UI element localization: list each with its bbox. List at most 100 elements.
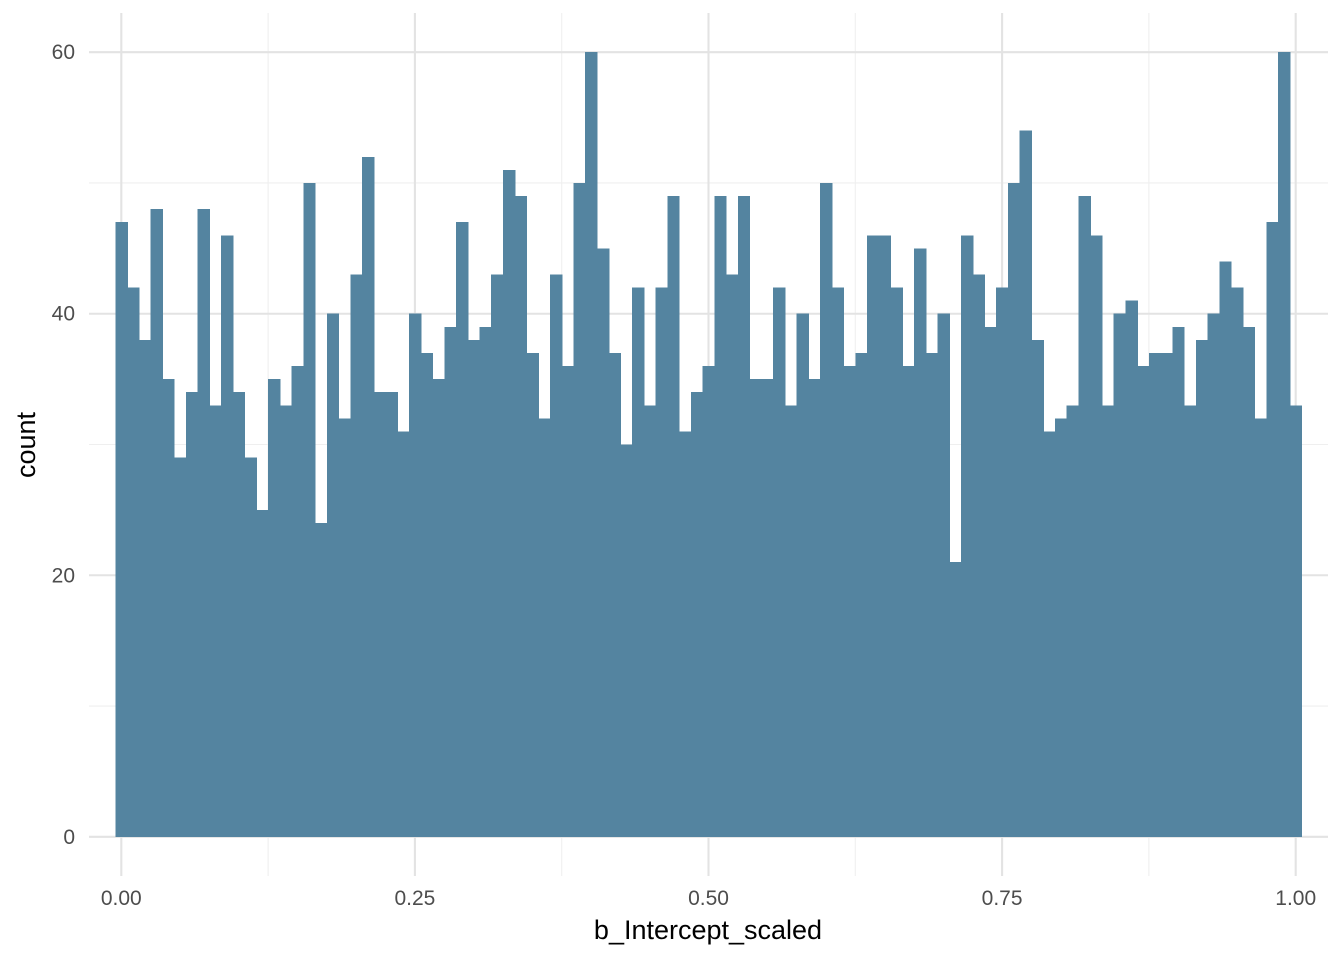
- histogram-bar: [784, 405, 798, 837]
- histogram-bar: [174, 457, 187, 837]
- histogram-bar: [1113, 313, 1127, 837]
- histogram-bar: [221, 235, 234, 837]
- histogram-bar: [608, 352, 622, 837]
- histogram-bar: [867, 235, 880, 837]
- histogram-bar: [1078, 196, 1091, 837]
- histogram-bar: [538, 418, 551, 837]
- histogram-bar: [444, 326, 457, 837]
- histogram-bar: [502, 169, 516, 837]
- histogram-bar: [1160, 352, 1173, 837]
- histogram-bar: [162, 379, 175, 837]
- histogram-bar: [761, 379, 774, 837]
- histogram-bar: [1219, 261, 1232, 837]
- y-tick-label: 60: [52, 41, 75, 64]
- histogram-bar: [620, 444, 633, 837]
- histogram-bar: [209, 405, 222, 837]
- histogram-bar: [749, 379, 762, 837]
- x-tick-label: 1.00: [1275, 887, 1316, 910]
- histogram-bar: [397, 431, 410, 837]
- x-tick-label: 0.75: [982, 887, 1023, 910]
- histogram-bar: [1172, 326, 1185, 837]
- histogram-bar: [150, 209, 164, 837]
- histogram-bar: [467, 339, 481, 837]
- histogram-bar: [726, 274, 739, 837]
- histogram-bar: [138, 339, 152, 837]
- y-tick-label: 0: [63, 826, 75, 849]
- histogram-bar: [996, 287, 1009, 837]
- histogram-bar: [549, 274, 563, 837]
- histogram-bar: [1019, 130, 1033, 837]
- histogram-bar: [127, 287, 140, 837]
- histogram-bar: [831, 287, 845, 837]
- histogram-bar: [655, 287, 668, 837]
- histogram-bar: [796, 313, 809, 837]
- histogram-bar: [1254, 418, 1267, 837]
- histogram-bar: [303, 182, 316, 837]
- histogram-bar: [890, 287, 903, 837]
- histogram-bar: [268, 379, 281, 837]
- histogram-bar: [1195, 339, 1209, 837]
- x-tick-label: 0.25: [394, 887, 435, 910]
- histogram-bar: [1043, 431, 1056, 837]
- x-axis-title: b_Intercept_scaled: [594, 915, 822, 945]
- histogram-bar: [679, 431, 692, 837]
- histogram-bar: [338, 418, 351, 837]
- y-tick-label: 40: [52, 303, 75, 326]
- histogram-bar: [232, 392, 246, 837]
- histogram-bar: [596, 248, 610, 837]
- histogram-bar: [1231, 287, 1244, 837]
- histogram-bar: [350, 274, 363, 837]
- histogram-bar: [843, 366, 856, 837]
- histogram-bar: [291, 366, 304, 837]
- histogram-bar: [1090, 235, 1103, 837]
- histogram-bar: [667, 196, 680, 837]
- histogram-bars: [115, 52, 1303, 837]
- histogram-bar: [737, 196, 751, 837]
- histogram-bar: [914, 248, 927, 837]
- histogram-bar: [937, 313, 950, 837]
- histogram-bar: [115, 222, 128, 837]
- histogram-bar: [362, 156, 375, 837]
- histogram-bar: [632, 287, 645, 837]
- histogram-bar: [561, 366, 575, 837]
- histogram-bar: [714, 196, 727, 837]
- histogram-bar: [690, 392, 704, 837]
- histogram-bar: [773, 287, 786, 837]
- histogram-bar: [984, 326, 997, 837]
- histogram-bar: [573, 182, 586, 837]
- histogram-bar: [1031, 339, 1044, 837]
- histogram-bar: [925, 352, 939, 837]
- y-axis-tick-labels: 0 20 40 60: [52, 41, 75, 849]
- histogram-bar: [420, 352, 434, 837]
- histogram-bar: [185, 392, 199, 837]
- histogram-bar: [1207, 313, 1220, 837]
- histogram-bar: [315, 522, 328, 837]
- histogram-bar: [514, 196, 528, 837]
- histogram-bar: [256, 509, 269, 837]
- histogram-bar: [972, 274, 986, 837]
- histogram-bar: [491, 274, 504, 837]
- histogram-bar: [1066, 405, 1080, 837]
- histogram-bar: [326, 313, 340, 837]
- histogram-bar: [1289, 405, 1303, 837]
- histogram-bar: [702, 366, 715, 837]
- histogram-bar: [1242, 326, 1256, 837]
- histogram-bar: [279, 405, 293, 837]
- histogram-bar: [1101, 405, 1115, 837]
- histogram-bar: [1278, 52, 1291, 837]
- histogram-bar: [949, 562, 962, 837]
- histogram-bar: [409, 313, 422, 837]
- histogram-bar: [244, 457, 257, 837]
- histogram-bar: [902, 366, 915, 837]
- histogram-bar: [820, 182, 833, 837]
- histogram-bar: [1266, 222, 1279, 837]
- histogram-bar: [526, 352, 539, 837]
- histogram-bar: [456, 222, 469, 837]
- histogram-bar: [373, 392, 387, 837]
- histogram-bar: [432, 379, 445, 837]
- y-axis-title: count: [11, 411, 41, 478]
- y-tick-label: 20: [52, 564, 75, 587]
- histogram-bar: [878, 235, 892, 837]
